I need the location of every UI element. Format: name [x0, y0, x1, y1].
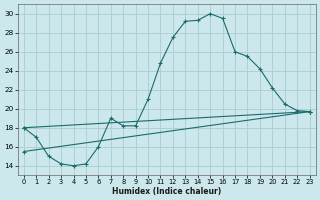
- X-axis label: Humidex (Indice chaleur): Humidex (Indice chaleur): [112, 187, 221, 196]
